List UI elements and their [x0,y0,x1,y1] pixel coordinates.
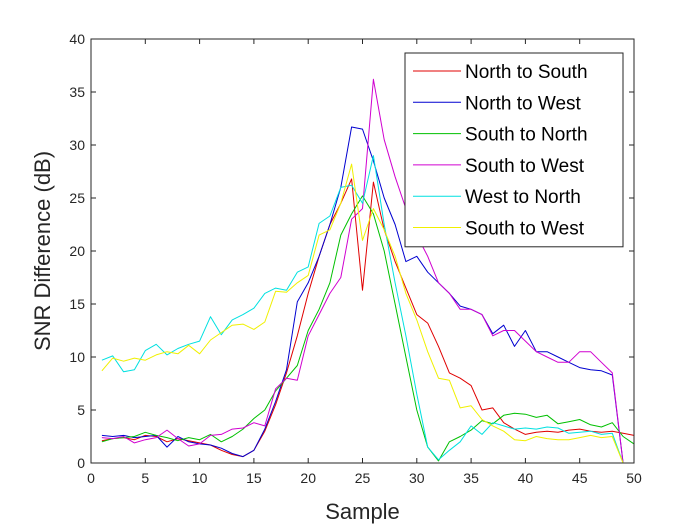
legend-entry-label: North to West [465,93,582,114]
x-tick-label: 45 [572,470,588,486]
y-tick-label: 25 [69,190,85,206]
y-tick-label: 5 [77,402,85,418]
x-tick-label: 30 [409,470,425,486]
x-tick-label: 0 [87,470,95,486]
series-layer [101,78,635,464]
x-tick-label: 20 [300,470,316,486]
x-axis-ticks: 0 5 10 15 20 25 30 35 40 45 50 [87,39,642,486]
y-tick-label: 0 [77,455,85,471]
series-line-6 [101,163,634,464]
series-line-5 [101,155,634,464]
legend: North to South North to West South to Nort… [404,52,624,248]
y-tick-label: 35 [69,84,85,100]
x-tick-label: 50 [626,470,642,486]
legend-entry-label: North to South [465,62,588,83]
y-axis-ticks: 0 5 10 15 20 25 30 35 40 [69,31,634,471]
x-tick-label: 25 [355,470,371,486]
x-axis-label: Sample [325,499,400,524]
y-tick-label: 40 [69,31,85,47]
series-line-3 [101,195,635,462]
legend-entry-label: South to North [465,125,588,146]
x-tick-label: 15 [246,470,262,486]
y-tick-label: 15 [69,296,85,312]
legend-entry-label: South to West [465,219,585,240]
series-line-1 [101,178,635,458]
x-tick-label: 5 [141,470,149,486]
y-tick-label: 20 [69,243,85,259]
x-tick-label: 10 [192,470,208,486]
legend-entry-label: West to North [465,187,581,208]
y-axis-label: SNR Difference (dB) [30,151,55,351]
y-tick-label: 10 [69,349,85,365]
legend-entry-label: South to West [465,156,585,177]
x-tick-label: 35 [463,470,479,486]
legend-box [404,52,624,248]
y-tick-label: 30 [69,137,85,153]
series-line-4 [101,78,634,464]
x-tick-label: 40 [518,470,534,486]
